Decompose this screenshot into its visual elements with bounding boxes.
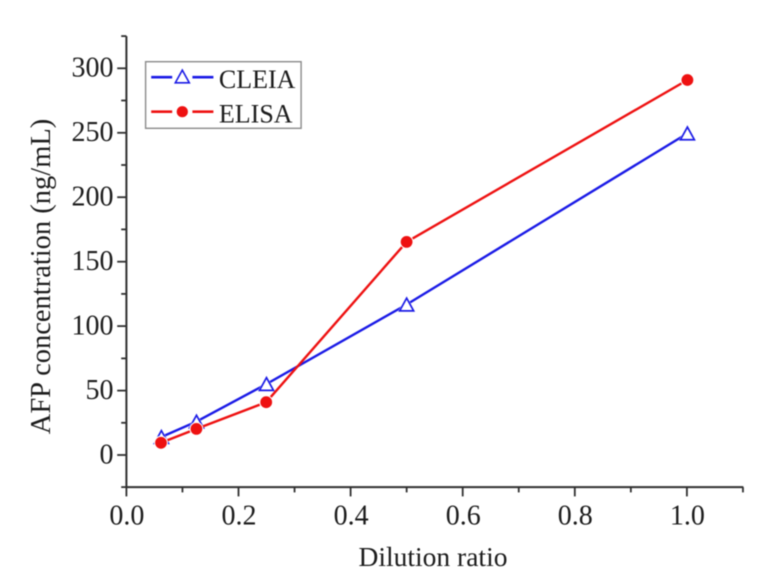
svg-text:1.0: 1.0 (670, 500, 705, 531)
svg-text:Dilution ratio: Dilution ratio (359, 541, 508, 572)
svg-text:0.4: 0.4 (334, 500, 369, 531)
svg-text:0.8: 0.8 (558, 500, 593, 531)
svg-text:200: 200 (72, 182, 114, 213)
svg-text:0: 0 (100, 439, 114, 470)
svg-text:AFP concentration (ng/mL): AFP concentration (ng/mL) (26, 119, 57, 435)
svg-text:50: 50 (86, 375, 114, 406)
svg-text:300: 300 (72, 53, 114, 84)
svg-text:250: 250 (72, 117, 114, 148)
svg-text:0.0: 0.0 (109, 500, 144, 531)
svg-text:CLEIA: CLEIA (219, 65, 296, 94)
svg-text:0.6: 0.6 (446, 500, 481, 531)
svg-text:150: 150 (72, 246, 114, 277)
svg-text:100: 100 (72, 311, 114, 342)
svg-text:ELISA: ELISA (219, 99, 293, 128)
svg-text:0.2: 0.2 (222, 500, 257, 531)
